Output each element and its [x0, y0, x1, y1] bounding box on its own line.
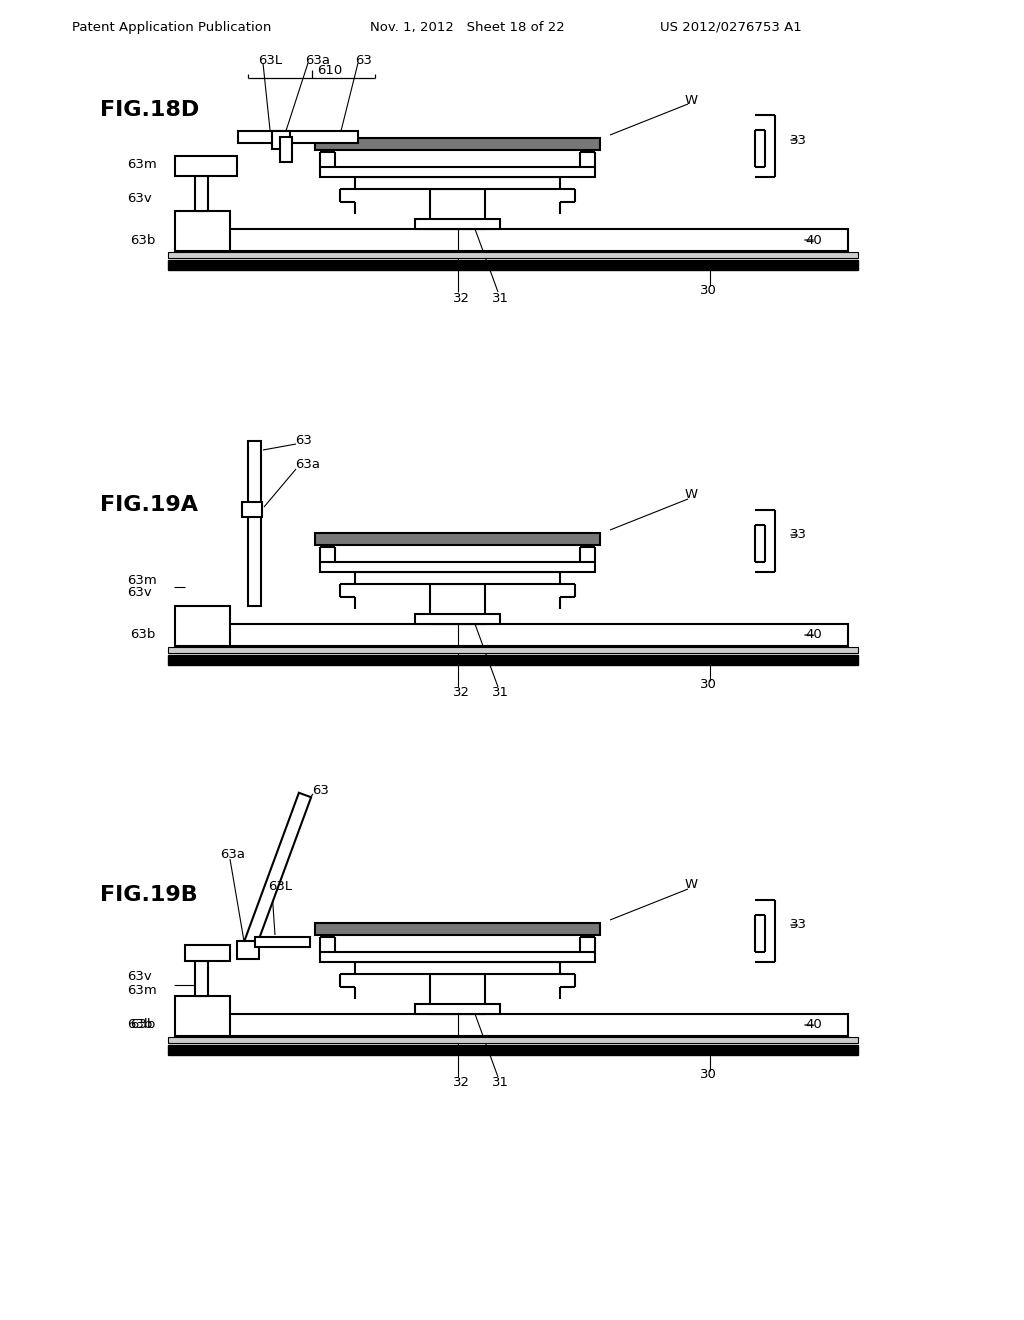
- Text: 30: 30: [700, 284, 717, 297]
- Text: 31: 31: [492, 686, 509, 700]
- Bar: [168, 1045, 858, 1055]
- Bar: [315, 533, 600, 545]
- Bar: [430, 583, 485, 624]
- Text: 63v: 63v: [127, 586, 152, 599]
- Text: 63m: 63m: [127, 983, 157, 997]
- Bar: [272, 131, 290, 149]
- Bar: [430, 974, 485, 1014]
- Bar: [315, 139, 600, 150]
- Text: 32: 32: [453, 1077, 470, 1089]
- Text: W: W: [685, 94, 698, 107]
- Text: 63v: 63v: [127, 191, 152, 205]
- Bar: [168, 1038, 858, 1043]
- Polygon shape: [242, 793, 311, 952]
- Bar: [175, 606, 230, 645]
- Bar: [355, 572, 560, 583]
- Bar: [319, 562, 595, 572]
- Bar: [175, 156, 237, 176]
- Bar: [415, 614, 500, 624]
- Text: 63: 63: [295, 433, 312, 446]
- Bar: [168, 647, 858, 653]
- Bar: [185, 945, 230, 961]
- Text: US 2012/0276753 A1: US 2012/0276753 A1: [660, 21, 802, 33]
- Bar: [248, 441, 261, 606]
- Bar: [315, 923, 600, 935]
- Bar: [168, 252, 858, 257]
- Bar: [238, 131, 358, 143]
- Text: 63L: 63L: [258, 54, 283, 66]
- Bar: [175, 997, 230, 1036]
- Text: 63m: 63m: [127, 158, 157, 172]
- Text: 40: 40: [805, 628, 821, 642]
- Text: 32: 32: [453, 686, 470, 700]
- Text: 33: 33: [790, 528, 807, 541]
- Text: W: W: [685, 488, 698, 502]
- Text: 30: 30: [700, 1068, 717, 1081]
- Bar: [415, 1005, 500, 1014]
- Text: Patent Application Publication: Patent Application Publication: [72, 21, 271, 33]
- Text: 63m: 63m: [127, 574, 157, 587]
- Bar: [178, 228, 848, 251]
- Text: 63a: 63a: [305, 54, 330, 66]
- Text: 63b: 63b: [130, 628, 156, 642]
- Bar: [242, 502, 262, 517]
- Text: 30: 30: [700, 678, 717, 692]
- Text: 32: 32: [453, 292, 470, 305]
- Bar: [319, 168, 595, 177]
- Text: 63b: 63b: [130, 1019, 156, 1031]
- Text: FIG.19A: FIG.19A: [100, 495, 198, 515]
- Text: 63L: 63L: [268, 880, 292, 894]
- Bar: [195, 961, 208, 997]
- Bar: [355, 177, 560, 189]
- Text: 63b: 63b: [127, 1019, 153, 1031]
- Text: 31: 31: [492, 292, 509, 305]
- Bar: [355, 962, 560, 974]
- Text: 33: 33: [790, 133, 807, 147]
- Text: W: W: [685, 879, 698, 891]
- Bar: [168, 260, 858, 271]
- Text: 63: 63: [312, 784, 329, 796]
- Bar: [178, 1014, 848, 1036]
- Bar: [175, 211, 230, 251]
- Text: 610: 610: [317, 63, 343, 77]
- Text: 40: 40: [805, 1019, 821, 1031]
- Text: Nov. 1, 2012   Sheet 18 of 22: Nov. 1, 2012 Sheet 18 of 22: [370, 21, 565, 33]
- Bar: [237, 941, 259, 960]
- Bar: [168, 655, 858, 665]
- Text: 63a: 63a: [295, 458, 319, 471]
- Text: 31: 31: [492, 1077, 509, 1089]
- Text: 63b: 63b: [130, 234, 156, 247]
- Bar: [280, 137, 292, 162]
- Bar: [178, 624, 848, 645]
- Text: 63: 63: [355, 54, 372, 66]
- Bar: [415, 219, 500, 228]
- Text: FIG.19B: FIG.19B: [100, 884, 198, 906]
- Text: 63a: 63a: [220, 849, 245, 862]
- Text: 63v: 63v: [127, 970, 152, 983]
- Text: 40: 40: [805, 234, 821, 247]
- Text: 33: 33: [790, 919, 807, 932]
- Text: FIG.18D: FIG.18D: [100, 100, 200, 120]
- Bar: [430, 189, 485, 228]
- Bar: [255, 937, 310, 946]
- Bar: [195, 176, 208, 211]
- Bar: [319, 952, 595, 962]
